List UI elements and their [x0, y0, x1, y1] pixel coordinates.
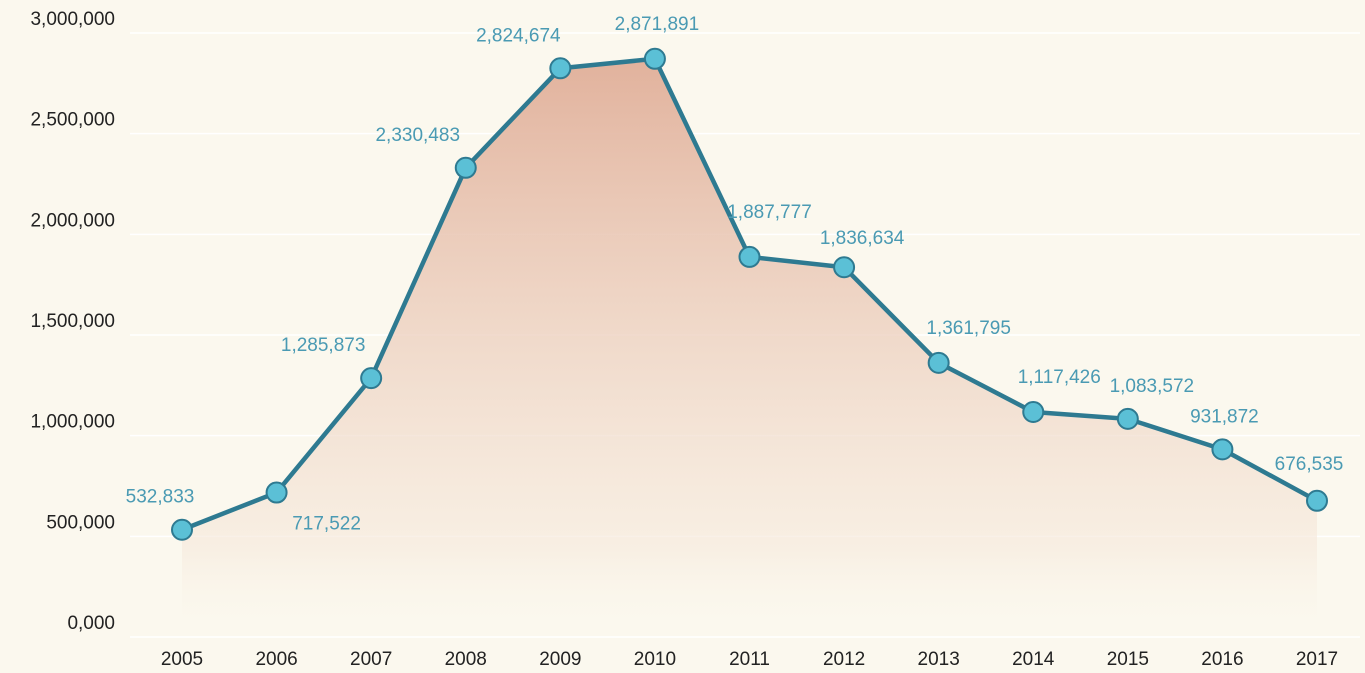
point [1022, 401, 1045, 424]
value-label: 676,535 [1275, 454, 1344, 475]
x-tick-label: 2007 [350, 649, 392, 670]
value-label: 1,285,873 [281, 335, 366, 356]
x-tick-label: 2010 [634, 649, 676, 670]
y-tick-label: 2,000,000 [30, 210, 115, 231]
value-label: 1,887,777 [727, 202, 812, 223]
point [1306, 489, 1328, 512]
value-label: 1,117,426 [1018, 367, 1101, 388]
value-label: 532,833 [126, 487, 195, 508]
point [738, 245, 761, 268]
y-tick-label: 1,500,000 [30, 311, 115, 332]
point [833, 256, 856, 279]
point [1116, 407, 1139, 430]
x-tick-label: 2012 [823, 649, 865, 670]
x-tick-label: 2005 [161, 649, 203, 670]
y-tick-label: 500,000 [46, 512, 115, 533]
x-tick-label: 2006 [255, 649, 297, 670]
point [643, 47, 666, 70]
value-label: 1,083,572 [1110, 376, 1195, 397]
value-label: 931,872 [1190, 406, 1259, 427]
x-tick-label: 2011 [729, 649, 770, 670]
value-label: 717,522 [292, 514, 361, 535]
x-tick-label: 2013 [918, 649, 960, 670]
x-tick-label: 2009 [539, 649, 581, 670]
x-tick-label: 2015 [1107, 649, 1149, 670]
point [549, 57, 572, 80]
point [360, 367, 383, 390]
value-label: 1,836,634 [820, 228, 905, 249]
y-tick-label: 2,500,000 [30, 110, 115, 131]
value-label: 2,871,891 [615, 14, 700, 35]
point [171, 518, 193, 541]
y-tick-label: 3,000,000 [30, 9, 115, 30]
x-tick-label: 2017 [1296, 649, 1338, 670]
x-tick-label: 2016 [1201, 649, 1243, 670]
value-label: 2,330,483 [375, 125, 460, 146]
point [265, 481, 288, 504]
point [1211, 438, 1234, 461]
y-tick-label: 0,000 [67, 613, 115, 634]
x-tick-label: 2008 [445, 649, 487, 670]
point [454, 156, 477, 179]
value-label: 1,361,795 [926, 318, 1011, 339]
x-tick-label: 2014 [1012, 649, 1055, 670]
point [927, 351, 950, 374]
area [182, 58, 1317, 638]
value-label: 2,824,674 [476, 25, 561, 46]
y-tick-label: 1,000,000 [30, 412, 115, 433]
